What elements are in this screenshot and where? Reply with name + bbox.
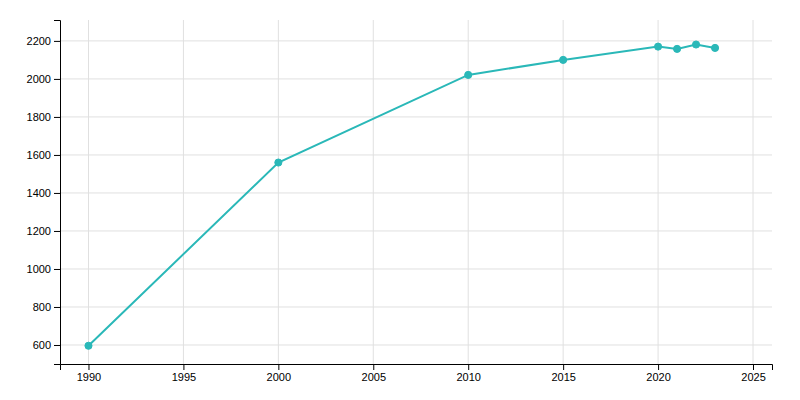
marks [85,41,719,349]
line [88,45,715,346]
grid-line [60,40,772,41]
grid-line [60,78,772,79]
tick-label: 800 [33,301,51,313]
tick-mark [54,269,60,270]
tick: 1200 [27,225,60,237]
tick-label: 2200 [27,35,51,47]
y-axis: 600 800 1000 1200 1400 1600 1800 2000 2200 [27,21,61,365]
tick-label: 1400 [27,187,51,199]
tick-label: 1600 [27,149,51,161]
tick: 2005 [362,364,386,383]
tick-mark [54,155,60,156]
tick: 600 [33,339,60,351]
tick-mark [54,193,60,194]
tick: 2020 [646,364,670,383]
tick-mark [54,231,60,232]
tick-label: 600 [33,339,51,351]
tick-mark [753,364,754,370]
tick-label: 2015 [551,371,575,383]
grid-line [373,20,374,364]
tick: 1800 [27,111,60,123]
tick-label: 1200 [27,225,51,237]
tick-label: 1000 [27,263,51,275]
tick-mark [278,364,279,370]
point [275,159,282,166]
tick-label: 1990 [77,371,101,383]
point [711,44,718,51]
grid-line [60,230,772,231]
tick: 1000 [27,263,60,275]
grid-line [278,20,279,364]
tick: 800 [33,301,60,313]
tick-mark [54,117,60,118]
plot: 1990 1995 2000 2005 2010 2015 2020 2025 600 800 10… [27,20,773,383]
tick-mark [468,364,469,370]
chart: 1990 1995 2000 2005 2010 2015 2020 2025 600 800 10… [0,0,800,400]
axis-line [61,365,773,371]
point [560,56,567,63]
axis-line [54,21,61,365]
tick: 1400 [27,187,60,199]
tick-mark [183,364,184,370]
tick-label: 2000 [267,371,291,383]
tick: 2000 [267,364,291,383]
grid-line [183,20,184,364]
tick-label: 2005 [362,371,386,383]
chart-container: 1990 1995 2000 2005 2010 2015 2020 2025 600 800 10… [0,0,800,400]
grid-line [753,20,754,364]
point [655,43,662,50]
tick-label: 2010 [456,371,480,383]
grid-line [60,154,772,155]
tick-mark [54,41,60,42]
tick-mark [88,364,89,370]
tick-label: 2000 [27,73,51,85]
tick: 2000 [27,73,60,85]
tick-mark [658,364,659,370]
tick: 1990 [77,364,101,383]
grid-line [60,344,772,345]
grid-line [60,306,772,307]
tick-label: 2020 [646,371,670,383]
tick-mark [54,345,60,346]
grid-line [60,192,772,193]
x-axis: 1990 1995 2000 2005 2010 2015 2020 2025 [61,364,773,383]
tick-mark [563,364,564,370]
point [692,41,699,48]
tick: 2200 [27,35,60,47]
grid [60,20,772,364]
tick: 2010 [456,364,480,383]
tick-label: 1995 [172,371,196,383]
grid-line [658,20,659,364]
grid-line [88,20,89,364]
tick-label: 1800 [27,111,51,123]
point [465,71,472,78]
tick: 2015 [551,364,575,383]
point [673,45,680,52]
tick: 1995 [172,364,196,383]
tick: 2025 [741,364,765,383]
tick: 1600 [27,149,60,161]
tick-mark [54,79,60,80]
grid-line [60,116,772,117]
tick-label: 2025 [741,371,765,383]
tick-mark [54,307,60,308]
grid-line [563,20,564,364]
point [85,342,92,349]
tick-mark [373,364,374,370]
